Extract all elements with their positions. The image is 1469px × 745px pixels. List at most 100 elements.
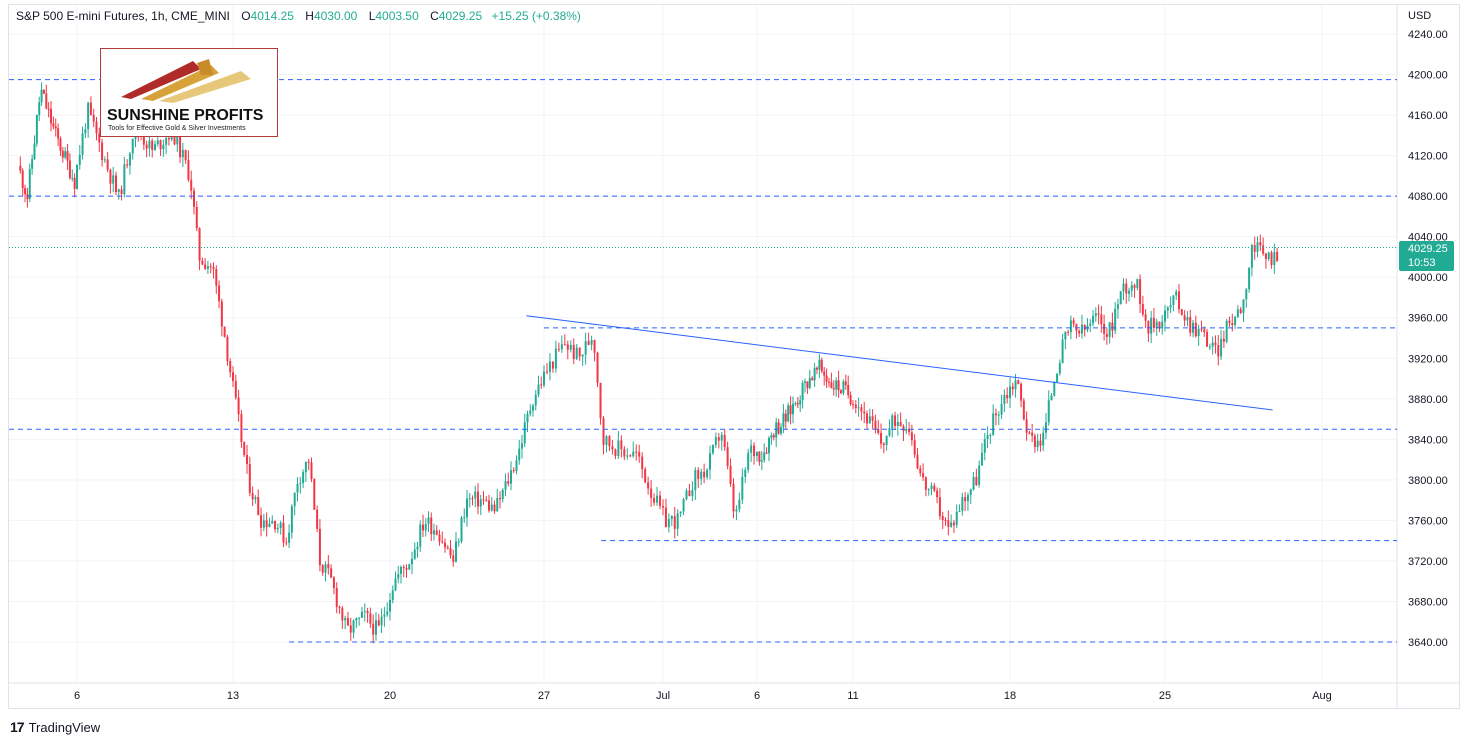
candle-body bbox=[1031, 432, 1034, 436]
tradingview-brand[interactable]: 17 TradingView bbox=[10, 719, 100, 735]
candle-body bbox=[908, 428, 911, 433]
tradingview-logo-icon: 17 bbox=[10, 719, 25, 735]
candle-body bbox=[1256, 242, 1259, 252]
candle-body bbox=[1242, 299, 1245, 313]
candle-body bbox=[251, 493, 254, 500]
candle-body bbox=[117, 189, 120, 193]
y-tick-label: 4240.00 bbox=[1408, 29, 1448, 41]
candle-body bbox=[978, 465, 981, 485]
candle-body bbox=[1028, 432, 1031, 434]
candle-body bbox=[758, 451, 761, 462]
candle-body bbox=[888, 428, 891, 436]
candle-body bbox=[304, 461, 307, 473]
candle-body bbox=[455, 541, 457, 562]
candle-body bbox=[84, 129, 87, 134]
candle-body bbox=[922, 473, 925, 478]
candle-body bbox=[167, 138, 170, 140]
candle-body bbox=[1175, 291, 1178, 296]
candle-body bbox=[510, 470, 512, 484]
candle-body bbox=[605, 436, 608, 445]
tradingview-label: TradingView bbox=[28, 719, 101, 735]
candle-body bbox=[101, 142, 104, 160]
y-tick-label: 3760.00 bbox=[1408, 515, 1448, 527]
candle-body bbox=[1248, 267, 1251, 290]
candle-body bbox=[145, 144, 148, 149]
candle-body bbox=[593, 340, 596, 353]
open-value: 4014.25 bbox=[250, 9, 294, 23]
candle-body bbox=[123, 164, 126, 195]
candle-body bbox=[1276, 251, 1279, 261]
candle-body bbox=[820, 359, 823, 372]
candle-body bbox=[260, 515, 263, 528]
candle-body bbox=[596, 352, 599, 383]
candle-body bbox=[482, 499, 485, 501]
candle-body bbox=[468, 498, 471, 500]
candle-body bbox=[446, 547, 449, 549]
candle-body bbox=[1172, 295, 1175, 305]
candle-body bbox=[307, 461, 310, 463]
candle-body bbox=[1114, 308, 1117, 331]
candle-body bbox=[190, 179, 193, 191]
candle-body bbox=[641, 456, 644, 470]
candle-body bbox=[825, 375, 828, 382]
x-tick-label: 11 bbox=[847, 690, 858, 702]
candle-body bbox=[1080, 324, 1083, 334]
candle-body bbox=[54, 126, 57, 129]
candle-body bbox=[952, 522, 955, 526]
candle-body bbox=[782, 413, 785, 428]
candle-body bbox=[19, 165, 22, 171]
trend-line bbox=[526, 315, 1273, 411]
candle-body bbox=[563, 344, 566, 346]
candle-body bbox=[927, 488, 930, 490]
candle-body bbox=[1078, 330, 1081, 334]
candle-body bbox=[617, 440, 620, 457]
candle-body bbox=[958, 511, 961, 513]
candle-body bbox=[854, 404, 857, 409]
candle-body bbox=[741, 476, 744, 500]
candle-body bbox=[590, 340, 593, 345]
candle-body bbox=[732, 483, 735, 512]
candle-body bbox=[1158, 321, 1161, 329]
candle-body bbox=[184, 149, 187, 161]
candle-body bbox=[66, 151, 69, 161]
candle-body bbox=[112, 175, 115, 184]
candle-body bbox=[905, 428, 908, 432]
candle-body bbox=[335, 588, 338, 607]
candle-body bbox=[656, 495, 659, 503]
candle-body bbox=[422, 524, 424, 531]
candle-body bbox=[1125, 283, 1128, 294]
candle-body bbox=[1164, 310, 1166, 322]
candle-body bbox=[801, 382, 804, 401]
y-tick-label: 4160.00 bbox=[1408, 110, 1448, 122]
candle-body bbox=[735, 509, 738, 512]
x-tick-label: 6 bbox=[754, 690, 760, 702]
x-tick-label: Aug bbox=[1312, 690, 1332, 702]
candle-body bbox=[369, 613, 372, 624]
candle-body bbox=[816, 367, 818, 370]
candle-body bbox=[706, 469, 709, 478]
candle-body bbox=[265, 520, 268, 528]
candle-body bbox=[274, 520, 277, 530]
candle-body bbox=[229, 361, 232, 373]
candle-body bbox=[268, 523, 271, 528]
candle-body bbox=[413, 549, 416, 559]
candle-body bbox=[463, 517, 466, 519]
candle-body bbox=[1189, 317, 1192, 333]
candle-body bbox=[1203, 329, 1206, 332]
candle-body bbox=[515, 460, 518, 472]
candle-body bbox=[193, 190, 195, 207]
candle-body bbox=[383, 614, 386, 617]
candle-body bbox=[919, 468, 922, 474]
candle-body bbox=[830, 382, 833, 389]
candle-body bbox=[969, 489, 972, 496]
candle-body bbox=[664, 507, 667, 528]
candle-body bbox=[1042, 432, 1045, 446]
candle-body bbox=[1236, 309, 1239, 317]
candle-body bbox=[78, 154, 81, 165]
candle-body bbox=[691, 490, 694, 497]
candle-body bbox=[972, 476, 975, 490]
y-tick-label: 3880.00 bbox=[1408, 394, 1448, 406]
candle-body bbox=[296, 484, 299, 493]
candle-body bbox=[159, 140, 162, 150]
